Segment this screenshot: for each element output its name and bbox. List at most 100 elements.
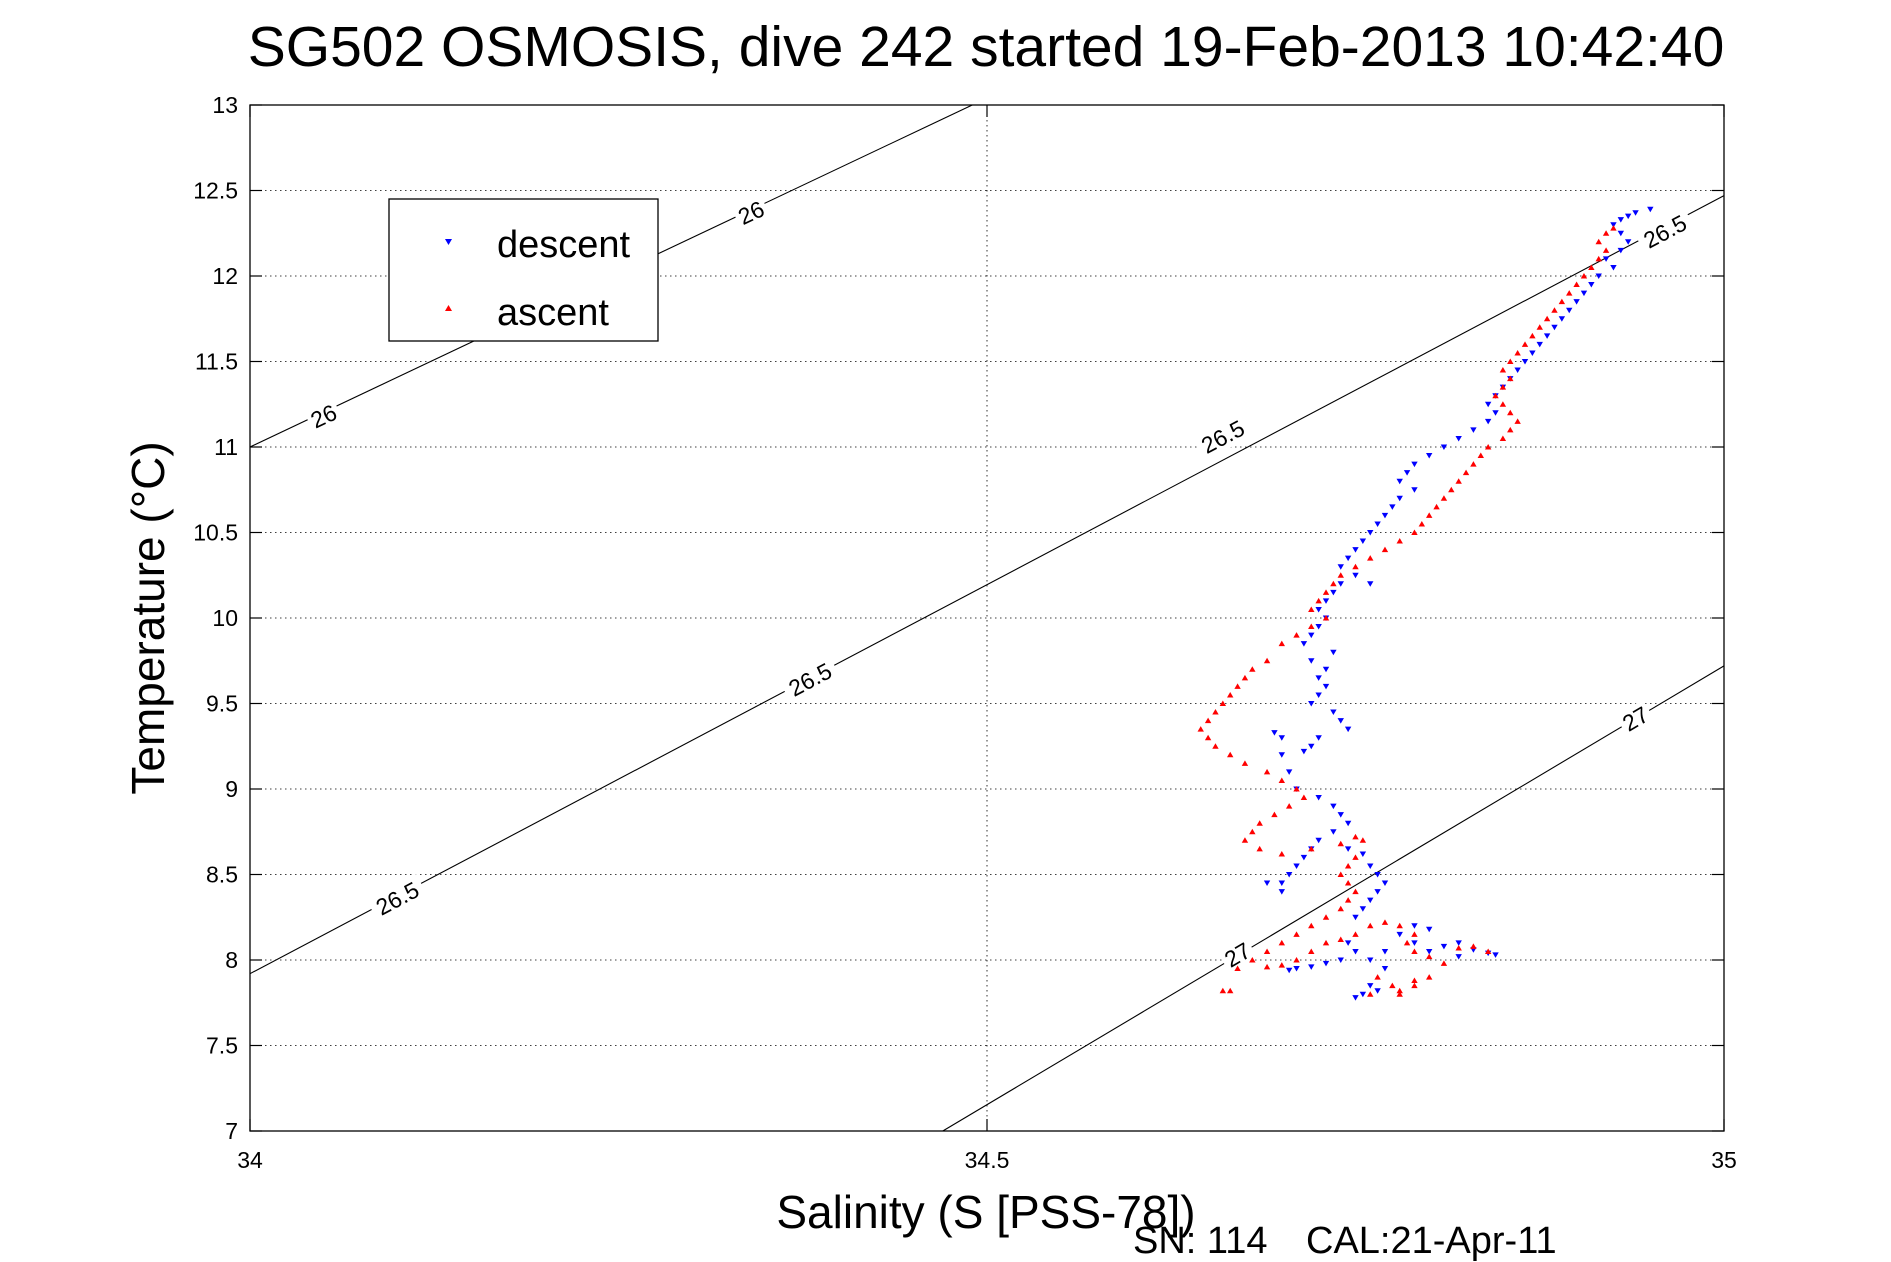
ascent-point [1426, 953, 1433, 960]
ascent-point [1241, 837, 1249, 843]
ascent-point [1337, 905, 1344, 912]
ascent-point [1602, 230, 1610, 236]
descent-point [1440, 943, 1448, 950]
ascent-point [1411, 948, 1418, 954]
descent-point [1484, 401, 1492, 408]
legend-box [388, 198, 659, 342]
contour-label-background [1192, 412, 1254, 462]
ascent-point [1234, 683, 1241, 689]
descent-point [1367, 581, 1374, 587]
descent-point [1315, 624, 1322, 630]
descent-point [1315, 606, 1322, 613]
descent-point [1344, 820, 1352, 827]
ascent-point [1308, 948, 1315, 954]
series-descent [1263, 206, 1654, 1001]
ascent-point [1359, 837, 1367, 843]
descent-point [1308, 743, 1315, 750]
contour-line [249, 195, 1725, 975]
descent-point [1381, 512, 1389, 519]
ascent-point [1551, 307, 1558, 313]
ascent-point [1204, 717, 1212, 724]
descent-point [1374, 521, 1381, 527]
descent-point [1285, 769, 1293, 775]
ascent-point [1558, 298, 1566, 305]
contour-label-background [366, 873, 429, 924]
ascent-point [1249, 828, 1256, 835]
descent-point [1308, 632, 1315, 639]
descent-point [1610, 222, 1617, 228]
descent-point [1543, 333, 1551, 339]
descent-point [1278, 880, 1285, 887]
descent-point [1536, 341, 1543, 348]
ascent-point [1344, 897, 1352, 903]
data-series [1197, 206, 1654, 1001]
descent-point [1330, 649, 1337, 656]
descent-point [1374, 889, 1381, 895]
descent-point [1374, 988, 1381, 994]
ascent-point [1411, 977, 1418, 984]
ascent-point [1462, 469, 1470, 476]
descent-point [1322, 666, 1330, 673]
descent-point [1403, 470, 1411, 476]
descent-point [1352, 914, 1359, 921]
descent-point [1529, 350, 1536, 356]
ascent-point [1322, 589, 1330, 595]
ascent-point [1573, 281, 1580, 288]
descent-point [1315, 837, 1322, 844]
descent-point [1330, 709, 1337, 716]
axis-ticks: 7 7.5 8 8.5 9 9.5 10 10.5 11 11.5 12 12.5 13 34 34.5 35 [193, 92, 1737, 1173]
x-tick-label: 35 [1711, 1147, 1737, 1173]
ascent-point [1263, 768, 1271, 775]
ascent-point [1389, 982, 1396, 989]
ascent-point [1499, 384, 1507, 390]
ascent-point [1263, 963, 1271, 970]
descent-point [1411, 923, 1418, 929]
ascent-point [1315, 597, 1322, 604]
ascent-point [1219, 700, 1227, 706]
legend-marker-descent [445, 239, 452, 245]
descent-point [1624, 213, 1632, 220]
descent-point [1396, 495, 1403, 502]
ascent-point [1514, 349, 1521, 356]
descent-point [1411, 940, 1418, 946]
ascent-point [1278, 640, 1285, 647]
descent-point [1455, 940, 1462, 946]
descent-point [1492, 410, 1499, 416]
contour-line [942, 665, 1725, 1132]
ascent-point [1374, 974, 1381, 980]
descent-point [1396, 931, 1403, 938]
descent-point [1595, 273, 1602, 279]
ascent-point [1367, 555, 1374, 561]
ascent-point [1337, 936, 1344, 942]
ascent-point [1308, 606, 1315, 612]
chart-title: SG502 OSMOSIS, dive 242 started 19-Feb-2… [248, 15, 1725, 79]
ascent-point [1308, 922, 1315, 929]
ascent-point [1337, 840, 1344, 847]
descent-point [1455, 435, 1462, 442]
ascent-point [1227, 751, 1234, 758]
ascent-point [1249, 666, 1256, 672]
ascent-point [1403, 939, 1411, 946]
ascent-point [1256, 845, 1263, 852]
ascent-point [1455, 945, 1462, 951]
series-ascent [1197, 225, 1617, 997]
ascent-point [1219, 987, 1227, 994]
ascent-point [1278, 850, 1285, 857]
y-tick-label: 11 [214, 434, 238, 460]
ascent-point [1381, 919, 1389, 925]
descent-point [1359, 906, 1367, 912]
ascent-point [1330, 580, 1337, 587]
descent-point [1330, 803, 1337, 810]
ascent-point [1484, 444, 1492, 450]
contour-label-background [1615, 699, 1656, 739]
descent-point [1315, 675, 1322, 681]
y-tick-label: 10.5 [193, 520, 238, 546]
ascent-point [1418, 520, 1426, 527]
ascent-point [1440, 495, 1448, 501]
ascent-point [1256, 820, 1263, 826]
descent-point [1330, 829, 1337, 835]
descent-point [1558, 316, 1566, 322]
ascent-point [1227, 987, 1234, 994]
